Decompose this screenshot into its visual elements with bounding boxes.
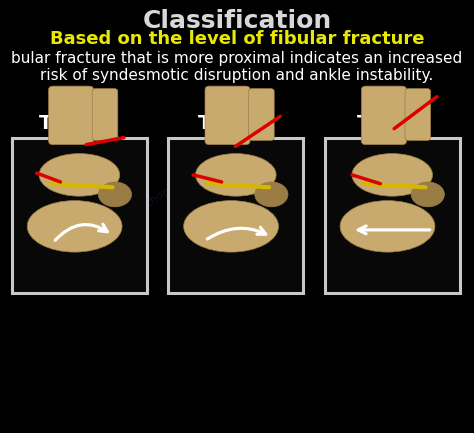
Text: Type B: Type B (199, 114, 271, 133)
Ellipse shape (255, 182, 288, 207)
FancyBboxPatch shape (92, 89, 118, 140)
FancyBboxPatch shape (12, 139, 147, 293)
FancyBboxPatch shape (325, 139, 460, 293)
FancyBboxPatch shape (248, 89, 274, 140)
Ellipse shape (98, 182, 131, 207)
FancyBboxPatch shape (48, 86, 94, 145)
Text: risk of syndesmotic disruption and ankle instability.: risk of syndesmotic disruption and ankle… (40, 68, 434, 83)
FancyBboxPatch shape (361, 86, 406, 145)
Ellipse shape (411, 182, 444, 207)
Ellipse shape (340, 200, 435, 252)
Text: Based on the level of fibular fracture: Based on the level of fibular fracture (50, 30, 424, 48)
Text: Classification: Classification (142, 9, 332, 33)
Ellipse shape (195, 154, 276, 196)
Text: Type A: Type A (39, 114, 112, 133)
Ellipse shape (39, 154, 119, 196)
Text: OrthopaedicPrinciples.com: OrthopaedicPrinciples.com (134, 126, 264, 215)
FancyBboxPatch shape (205, 86, 250, 145)
FancyBboxPatch shape (168, 139, 303, 293)
Ellipse shape (183, 200, 278, 252)
FancyBboxPatch shape (405, 89, 430, 140)
Ellipse shape (27, 200, 122, 252)
Text: Type C: Type C (357, 114, 429, 133)
Ellipse shape (352, 154, 432, 196)
Text: bular fracture that is more proximal indicates an increased: bular fracture that is more proximal ind… (11, 52, 463, 67)
